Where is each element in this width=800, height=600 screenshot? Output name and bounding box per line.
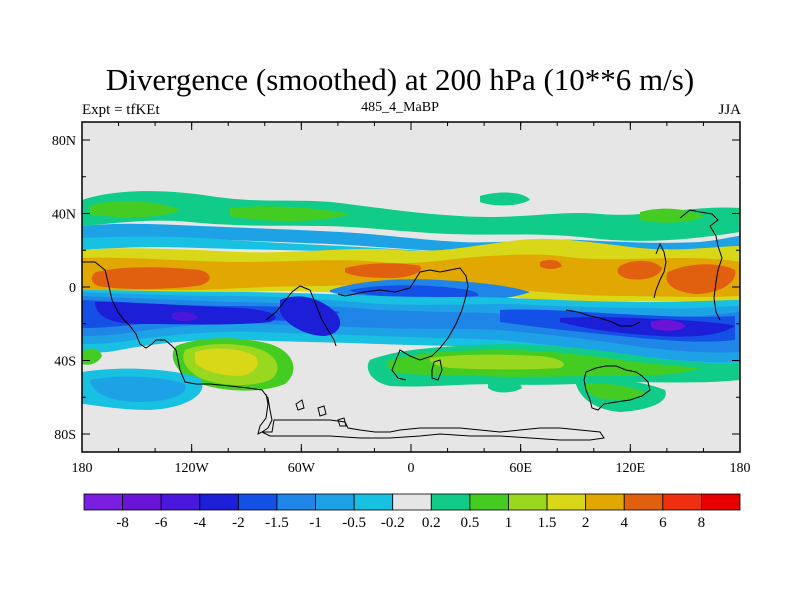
contour-nh-lime-patch-2 (230, 206, 350, 221)
coastline-asia-east (653, 242, 667, 299)
lat-label: 80S (54, 428, 76, 443)
contour-fill-layer (82, 122, 740, 452)
colorbar-label: 8 (698, 515, 706, 531)
colorbar-label: 6 (659, 515, 667, 531)
coastline-australia (583, 365, 651, 411)
experiment-label: Expt = tfKEt (82, 102, 160, 118)
contour-sh-yellow-west-core (195, 348, 258, 376)
contour-sh-deep-indian (560, 317, 735, 337)
coastline-central-america (265, 285, 337, 347)
colorbar-swatch (83, 493, 123, 511)
contour-red-orange-small (540, 259, 562, 269)
colorbar-label: 0.2 (422, 515, 441, 531)
coastline-africa (337, 267, 469, 381)
coastline-indonesia (565, 309, 641, 327)
colorbar-swatch (392, 493, 432, 511)
contour-purple-core (650, 319, 686, 331)
colorbar-swatch (508, 493, 548, 511)
coastline-asia-pacific (679, 209, 723, 321)
colorbar-swatch (430, 493, 471, 511)
plot-title: Divergence (smoothed) at 200 hPa (10**6 … (105, 62, 695, 97)
colorbar-label: -1.5 (265, 515, 289, 531)
colorbar-label: -2 (232, 515, 245, 531)
colorbar-swatch (701, 493, 741, 511)
coastline-north-america (82, 261, 177, 351)
colorbar-swatch (469, 493, 509, 511)
colorbar-label: 4 (620, 515, 628, 531)
colorbar: -8 -6 -4 -2 -1.5 -1 -0.5 -0.2 0.2 0.5 1 1.5 2 4 6 8 (83, 493, 741, 531)
lon-label: 60W (288, 461, 316, 476)
colorbar-label: -1 (309, 515, 322, 531)
colorbar-label: -6 (155, 515, 168, 531)
colorbar-swatch (662, 493, 702, 511)
contour-red-orange-atlantic (345, 263, 421, 278)
colorbar-swatch (160, 493, 201, 511)
colorbar-swatch (623, 493, 664, 511)
colorbar-swatch (199, 493, 239, 511)
contour-sh-far-sky-west (90, 376, 186, 402)
lat-label: 40N (52, 208, 76, 223)
latitude-axis: 80N 40N 0 40S 80S (52, 134, 740, 443)
colorbar-swatch (122, 493, 162, 511)
contour-sh-green-small (488, 378, 522, 393)
colorbar-label: -8 (116, 515, 129, 531)
colorbar-swatch (585, 493, 625, 511)
colorbar-swatch (237, 493, 278, 511)
colorbar-label: 1.5 (538, 515, 557, 531)
contour-sh-yellow-indian (429, 354, 564, 370)
coastline-antarctica (261, 419, 605, 441)
colorbar-label: 0.5 (461, 515, 480, 531)
lat-label: 80N (52, 134, 76, 149)
lat-label: 0 (69, 281, 76, 296)
contour-nh-green-band (82, 191, 740, 241)
lon-label: 0 (408, 461, 415, 476)
colorbar-swatch (353, 493, 394, 511)
coastline-small-islands (295, 399, 347, 427)
coastline-madagascar (431, 359, 443, 381)
contour-red-orange-west (91, 267, 210, 289)
colorbar-label: -4 (194, 515, 207, 531)
season-label: JJA (718, 102, 741, 118)
contour-tropical-orange-band (82, 254, 740, 297)
colorbar-swatch (276, 493, 316, 511)
lon-label: 120E (616, 461, 646, 476)
lon-label: 180 (72, 461, 93, 476)
contour-sh-lime-lower-blob (584, 383, 645, 400)
contour-purple-small (172, 311, 198, 321)
case-label: 485_4_MaBP (361, 100, 439, 115)
contour-upper-teal-patch (480, 192, 530, 206)
lon-label: 180 (730, 461, 751, 476)
lon-label: 60E (509, 461, 532, 476)
contour-nh-lime-patch-1 (90, 201, 180, 218)
contour-equatorial-convergence-core (350, 285, 479, 298)
colorbar-label: -0.2 (381, 515, 405, 531)
colorbar-swatch (546, 493, 587, 511)
contour-nh-lime-patch-3 (640, 208, 705, 223)
colorbar-label: 2 (582, 515, 590, 531)
colorbar-swatch (315, 493, 355, 511)
colorbar-label: 1 (505, 515, 513, 531)
coastline-south-america (175, 349, 273, 435)
contour-red-orange-westpac-1 (617, 260, 662, 280)
coastlines (82, 209, 723, 441)
longitude-axis: 180 120W 60W 0 60E 120E 180 (72, 122, 751, 476)
lon-label: 120W (175, 461, 210, 476)
colorbar-label: -0.5 (342, 515, 366, 531)
lat-label: 40S (54, 355, 76, 370)
